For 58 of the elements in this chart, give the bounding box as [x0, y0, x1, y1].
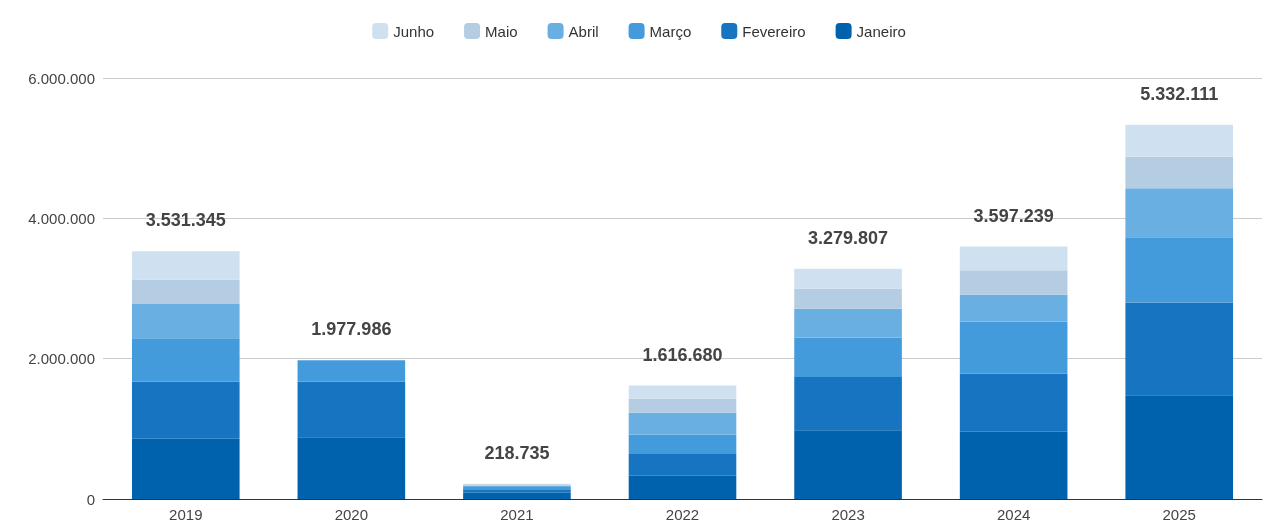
bar — [794, 308, 902, 338]
bar — [297, 437, 406, 499]
x-tick-label: 2023 — [831, 506, 865, 523]
bar — [131, 303, 240, 339]
bar — [794, 268, 902, 289]
bar — [628, 398, 737, 413]
bar — [1125, 302, 1234, 396]
bar — [959, 246, 1068, 271]
bar — [131, 381, 240, 439]
bar — [959, 431, 1068, 499]
bar — [1125, 188, 1234, 238]
y-tick-label: 0 — [86, 490, 95, 508]
bar — [628, 454, 737, 476]
x-tick-label: 2020 — [334, 506, 369, 523]
total-label: 5.332.111 — [1140, 83, 1219, 104]
bar — [794, 288, 902, 309]
bar — [131, 338, 240, 382]
total-label: 1.616.680 — [642, 344, 723, 365]
legend-label: Janeiro — [856, 22, 906, 40]
legend-label: Fevereiro — [742, 22, 806, 40]
bar — [1125, 124, 1234, 157]
bar — [628, 434, 737, 455]
total-label: 3.597.239 — [973, 205, 1054, 226]
bar — [1125, 237, 1234, 303]
total-label: 218.735 — [484, 442, 550, 463]
bar — [1125, 395, 1234, 499]
bar — [463, 492, 571, 499]
bar — [131, 438, 240, 499]
bar — [959, 294, 1068, 322]
bar — [297, 381, 406, 438]
legend-label: Maio — [485, 22, 518, 40]
bar — [1125, 156, 1234, 189]
legend-label: Junho — [393, 22, 435, 40]
bar — [794, 376, 902, 431]
bar — [297, 360, 406, 382]
bar — [628, 412, 737, 435]
legend-label: Abril — [568, 22, 599, 40]
bar — [959, 321, 1068, 374]
bar — [628, 385, 737, 399]
x-tick-label: 2021 — [500, 506, 534, 523]
total-label: 3.531.345 — [145, 210, 226, 231]
x-tick-label: 2019 — [169, 506, 203, 523]
y-tick-label: 2.000.000 — [28, 350, 95, 368]
x-tick-label: 2022 — [665, 506, 700, 523]
y-tick-label: 4.000.000 — [28, 209, 95, 227]
legend-label: Março — [649, 22, 692, 40]
bar — [131, 279, 240, 304]
bar — [131, 251, 240, 280]
y-tick-label: 6.000.000 — [28, 69, 95, 87]
total-label: 1.977.986 — [311, 319, 392, 340]
bar — [959, 270, 1068, 295]
total-label: 3.279.807 — [808, 227, 889, 248]
bar — [794, 337, 902, 377]
bar — [959, 373, 1068, 432]
bar — [794, 430, 902, 499]
bar — [628, 475, 737, 499]
x-tick-label: 2025 — [1162, 506, 1196, 523]
x-tick-label: 2024 — [996, 506, 1031, 523]
